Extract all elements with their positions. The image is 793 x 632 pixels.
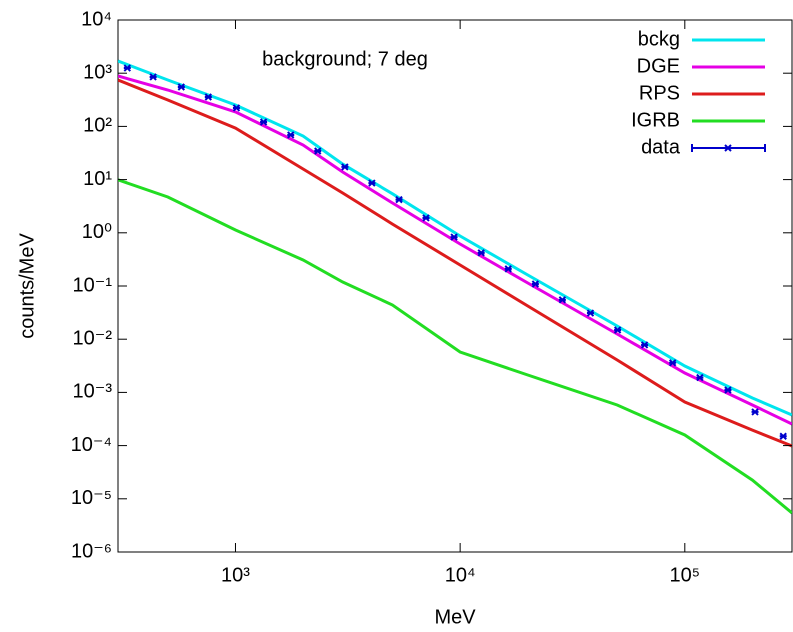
legend-label: IGRB	[631, 109, 680, 131]
series-line	[118, 78, 792, 448]
data-point	[395, 195, 403, 204]
y-tick-label: 10⁰	[82, 221, 112, 243]
legend-label: bckg	[638, 28, 680, 50]
data-point	[613, 326, 622, 334]
x-axis-label: MeV	[434, 606, 476, 628]
data-point	[724, 386, 732, 394]
data-point	[287, 131, 295, 139]
data-point	[149, 73, 157, 81]
data-point	[259, 118, 268, 126]
series-line	[118, 59, 792, 417]
data-point	[696, 373, 704, 382]
x-tick-label: 10³	[221, 564, 250, 586]
data-point	[368, 179, 376, 187]
y-tick-label: 10³	[83, 61, 112, 83]
y-tick-label: 10⁻⁴	[71, 434, 112, 456]
y-tick-label: 10⁻⁵	[71, 487, 112, 509]
y-tick-label: 10¹	[83, 168, 112, 190]
data-point	[422, 214, 430, 222]
data-point	[232, 104, 241, 112]
series-line	[118, 178, 792, 515]
legend-label: data	[641, 136, 681, 158]
legend-marker	[691, 144, 766, 152]
data-point	[450, 233, 458, 241]
data-point	[204, 93, 213, 101]
data-point	[668, 359, 677, 367]
data-point	[751, 408, 759, 416]
y-tick-label: 10⁴	[81, 8, 112, 30]
legend-label: DGE	[637, 55, 680, 77]
annotation: background; 7 deg	[262, 48, 428, 70]
series-line	[118, 74, 792, 426]
data-point	[341, 163, 349, 171]
y-tick-label: 10⁻⁶	[71, 540, 112, 562]
legend-label: RPS	[639, 82, 680, 104]
data-point	[504, 265, 512, 273]
y-tick-label: 10⁻³	[73, 381, 113, 403]
data-point	[586, 309, 595, 317]
data-point	[640, 341, 649, 349]
y-axis-label: counts/MeV	[16, 233, 38, 339]
data-point	[779, 432, 787, 440]
y-tick-label: 10⁻¹	[73, 274, 113, 296]
y-tick-label: 10²	[83, 115, 112, 137]
plot-area	[118, 59, 792, 515]
x-tick-label: 10⁵	[670, 564, 701, 586]
x-tick-label: 10⁴	[445, 564, 476, 586]
data-point	[477, 249, 485, 257]
data-point	[558, 296, 567, 304]
data-point	[177, 83, 186, 91]
y-tick-label: 10⁻²	[73, 327, 113, 349]
data-point	[123, 64, 132, 72]
data-point	[531, 280, 540, 288]
data-point	[314, 147, 322, 155]
